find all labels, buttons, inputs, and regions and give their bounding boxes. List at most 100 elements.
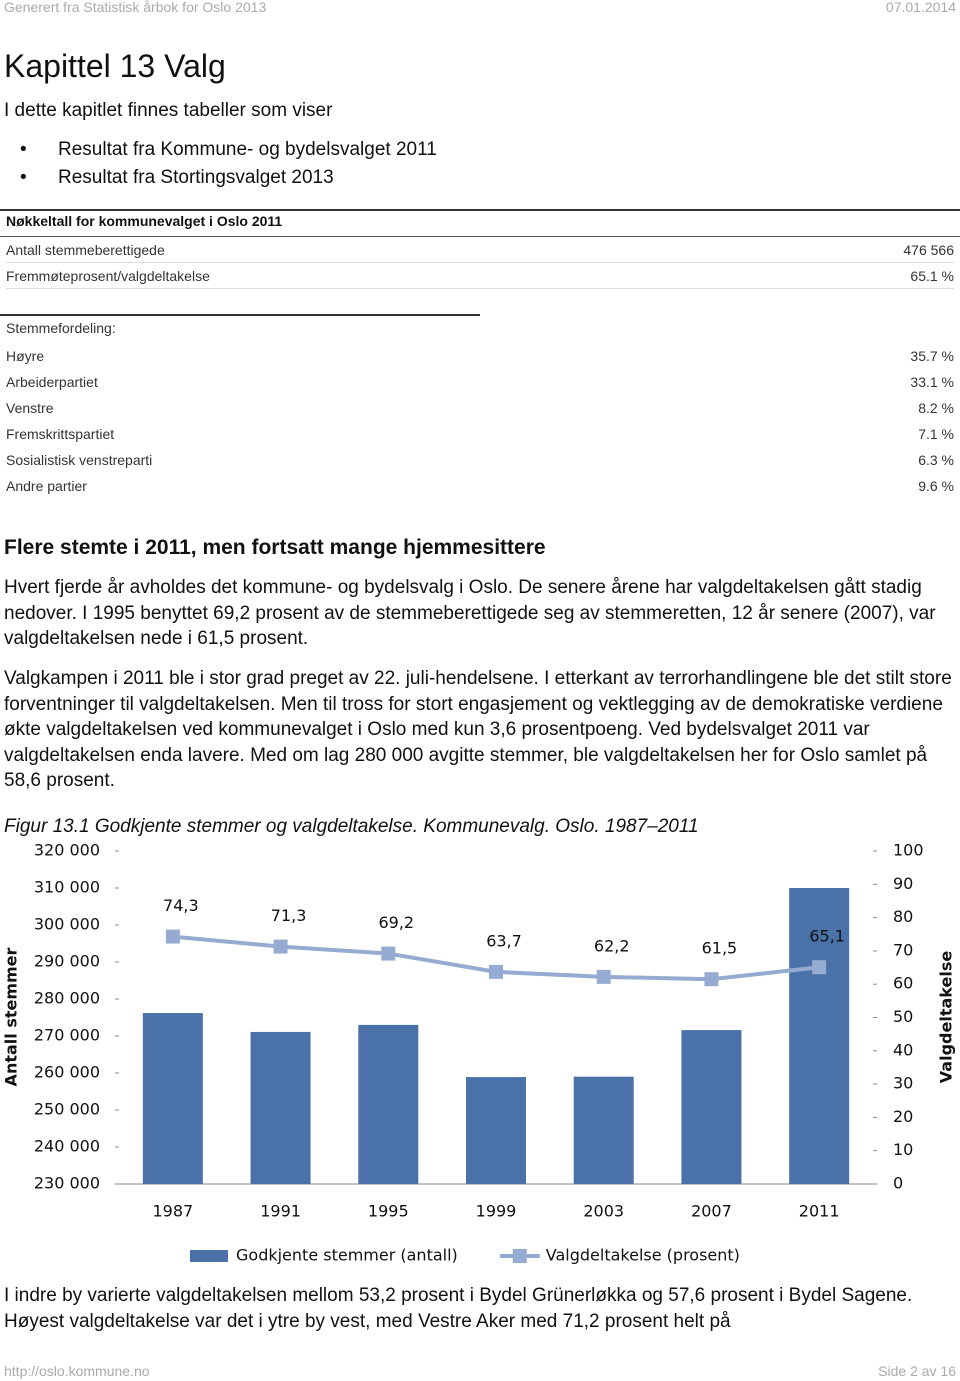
paragraph: Hvert fjerde år avholdes det kommune- og… [4, 577, 936, 649]
y-tick-label: 250 000 [34, 1100, 100, 1119]
x-tick-label: 2003 [583, 1202, 624, 1221]
y-tick-label: 260 000 [34, 1063, 100, 1082]
y2-tick-label: 30 [893, 1074, 913, 1093]
title: Kapittel 13 Valg [4, 48, 226, 84]
marker [704, 972, 719, 987]
row-label: Andre partier [6, 478, 87, 494]
row-label: Venstre [6, 400, 54, 416]
y-tick-label: 300 000 [34, 915, 100, 934]
x-tick-label: 1991 [260, 1202, 301, 1221]
bullet-text: Resultat fra Stortingsvalget 2013 [58, 167, 334, 188]
x-tick-label: 1987 [152, 1202, 193, 1221]
footer-right: Side 2 av 16 [878, 1363, 956, 1379]
data-label: 62,2 [594, 936, 630, 955]
data-label: 61,5 [702, 939, 738, 958]
row-value: 7.1 % [918, 426, 954, 442]
bar [250, 1031, 311, 1184]
table-row: Andre partier 9.6 % [6, 478, 954, 494]
row-label: Arbeiderpartiet [6, 374, 98, 390]
bullet-list: • Resultat fra Kommune- og bydelsvalget 2… [20, 136, 437, 192]
legend-swatch [190, 1250, 228, 1262]
data-label: 74,3 [163, 896, 199, 915]
bar [142, 1013, 203, 1184]
chart: 230 000 240 000 250 000 260 000 270 000 280 0… [2, 841, 956, 1265]
distribution-title: Stemmefordeling: [6, 320, 116, 336]
table-row: Venstre 8.2 % [6, 400, 954, 416]
y2-tick-label: 70 [893, 940, 913, 959]
intro: I dette kapitlet finnes tabeller som vis… [4, 100, 333, 121]
legend-label: Godkjente stemmer (antall) [236, 1246, 458, 1265]
table-title: Nøkkeltall for kommunevalget i Oslo 2011 [6, 213, 283, 229]
figure-caption: Figur 13.1 Godkjente stemmer og valgdelt… [4, 816, 699, 837]
y-tick-label: 290 000 [34, 952, 100, 971]
row-value: 35.7 % [910, 348, 954, 364]
x-tick-label: 1995 [368, 1202, 409, 1221]
table-row: Sosialistisk venstreparti 6.3 % [6, 452, 954, 468]
y2-tick-label: 10 [893, 1140, 913, 1159]
rule [0, 236, 960, 237]
y-tick-label: 270 000 [34, 1026, 100, 1045]
y-tick-label: 310 000 [34, 878, 100, 897]
marker [381, 946, 396, 961]
bullet: • Resultat fra Stortingsvalget 2013 [20, 167, 334, 188]
row-value: 65.1 % [910, 268, 954, 284]
bar [466, 1077, 526, 1184]
x-tick-label: 2007 [691, 1202, 732, 1221]
y2-tick-label: 0 [893, 1174, 903, 1193]
y2-tick-label: 90 [893, 874, 913, 893]
bar [573, 1076, 634, 1184]
marker [165, 929, 180, 944]
y2-tick-label: 100 [893, 841, 924, 860]
bar [789, 888, 850, 1184]
y2-axis-label: Valgdeltakelse [937, 951, 956, 1084]
y2-tick-label: 40 [893, 1040, 913, 1059]
marker [273, 939, 288, 954]
section-title: Flere stemte i 2011, men fortsatt mange … [4, 536, 546, 559]
bar [681, 1030, 742, 1184]
x-tick-label: 2011 [799, 1202, 840, 1221]
header-right: 07.01.2014 [885, 0, 956, 15]
x-tick-label: 1999 [476, 1202, 517, 1221]
marker [812, 960, 827, 975]
table-row: Høyre 35.7 % [6, 348, 954, 364]
y2-tick-label: 60 [893, 974, 913, 993]
table-row: Antall stemmeberettigede 476 566 [6, 242, 954, 263]
marker [489, 964, 503, 979]
data-label: 63,7 [486, 931, 522, 950]
paragraph: Valgkampen i 2011 ble i stor grad preget… [4, 668, 952, 791]
y2-tick-label: 50 [893, 1007, 913, 1026]
y-tick-label: 230 000 [34, 1174, 100, 1193]
bullet: • Resultat fra Kommune- og bydelsvalget 2… [20, 139, 437, 160]
row-value: 6.3 % [918, 452, 954, 468]
y2-tick-label: 80 [893, 907, 913, 926]
data-label: 69,2 [378, 913, 414, 932]
table-row: Fremmøteprosent/valgdeltakelse 65.1 % [6, 268, 954, 289]
row-label: Fremmøteprosent/valgdeltakelse [6, 268, 210, 284]
bar [358, 1024, 419, 1184]
table-row: Arbeiderpartiet 33.1 % [6, 374, 954, 390]
marker [596, 969, 611, 984]
y2-tick-label: 20 [893, 1107, 913, 1126]
row-label: Fremskrittspartiet [6, 426, 115, 442]
y-tick-label: 240 000 [34, 1137, 100, 1156]
y-tick-label: 280 000 [34, 989, 100, 1008]
rule [0, 314, 480, 316]
legend-label: Valgdeltakelse (prosent) [546, 1246, 740, 1265]
bullet-text: Resultat fra Kommune- og bydelsvalget 20… [58, 139, 437, 160]
footer-left: http://oslo.kommune.no [4, 1363, 150, 1379]
data-label: 65,1 [809, 927, 845, 946]
legend-swatch [512, 1249, 527, 1263]
row-label: Sosialistisk venstreparti [6, 452, 153, 468]
row-value: 33.1 % [910, 374, 954, 390]
row-label: Høyre [6, 348, 45, 364]
table-row: Fremskrittspartiet 7.1 % [6, 426, 954, 442]
row-value: 9.6 % [918, 478, 954, 494]
data-label: 71,3 [271, 906, 307, 925]
rule [0, 209, 960, 211]
y-axis-label: Antall stemmer [2, 947, 21, 1086]
paragraph: I indre by varierte valgdeltakelsen mell… [4, 1285, 913, 1332]
header-left: Generert fra Statistisk årbok for Oslo 2… [4, 0, 267, 15]
y-tick-label: 320 000 [34, 841, 100, 860]
row-value: 476 566 [903, 242, 954, 258]
